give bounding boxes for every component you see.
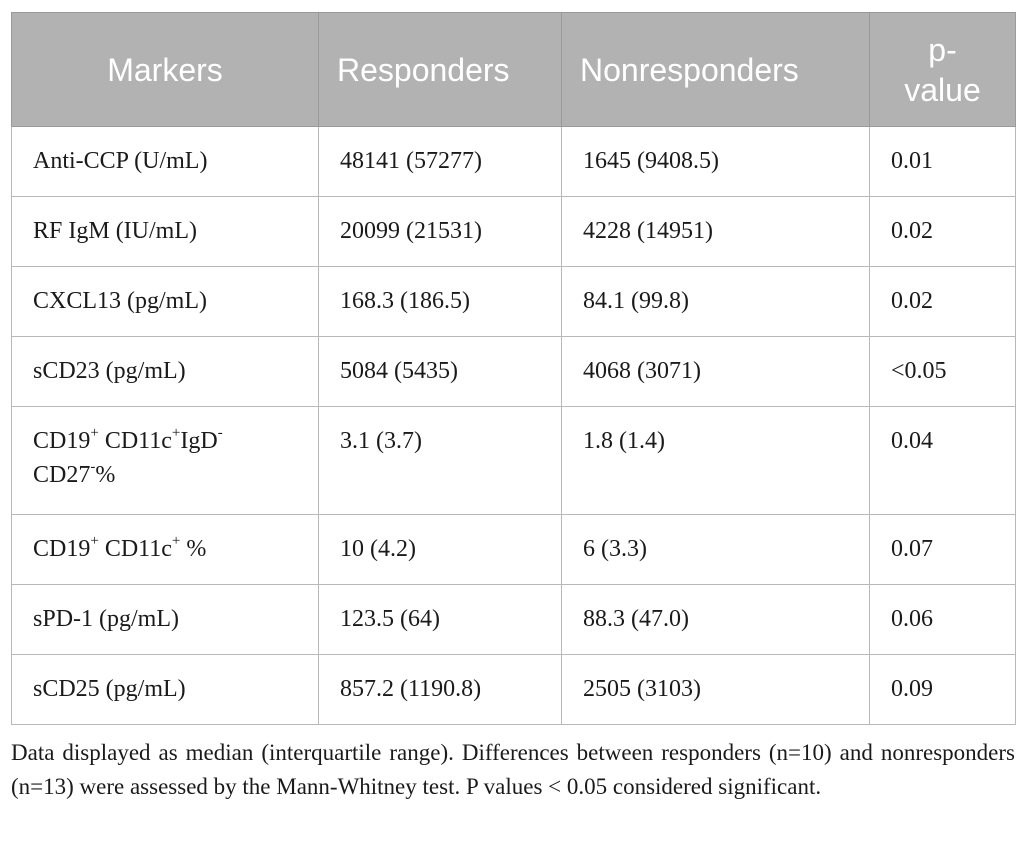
nonresponders-cell: 84.1 (99.8) [561,266,870,337]
marker-cell: sCD23 (pg/mL) [11,336,319,407]
superscript: - [90,459,96,475]
p-value-cell: 0.09 [869,654,1016,725]
responders-cell: 857.2 (1190.8) [318,654,562,725]
responders-cell: 168.3 (186.5) [318,266,562,337]
marker-cell: CXCL13 (pg/mL) [11,266,319,337]
marker-text: CD11c [98,536,172,562]
header-p-value-line2: value [904,71,981,108]
marker-text: CD19 [33,428,91,454]
responders-cell: 3.1 (3.7) [318,406,562,515]
table-row: CD19+ CD11c+ % 10 (4.2) 6 (3.3) 0.07 [11,514,1016,585]
table-row: sPD-1 (pg/mL) 123.5 (64) 88.3 (47.0) 0.0… [11,584,1016,655]
superscript: + [90,425,99,441]
responders-cell: 10 (4.2) [318,514,562,585]
p-value-cell: 0.07 [869,514,1016,585]
nonresponders-cell: 1645 (9408.5) [561,126,870,197]
superscript: + [171,425,181,441]
header-row: Markers Responders Nonresponders p-value [11,12,1016,127]
p-value-cell: 0.02 [869,266,1016,337]
marker-text: % [95,462,116,488]
marker-comparison-table: Markers Responders Nonresponders p-value… [11,12,1016,725]
table-row: Anti-CCP (U/mL) 48141 (57277) 1645 (9408… [11,126,1016,197]
marker-cell: RF IgM (IU/mL) [11,196,319,267]
responders-cell: 5084 (5435) [318,336,562,407]
nonresponders-cell: 1.8 (1.4) [561,406,870,515]
table-row: CXCL13 (pg/mL) 168.3 (186.5) 84.1 (99.8)… [11,266,1016,337]
table-footnote: Data displayed as median (interquartile … [11,740,1015,799]
nonresponders-cell: 4068 (3071) [561,336,870,407]
marker-cell: sPD-1 (pg/mL) [11,584,319,655]
table-body: Anti-CCP (U/mL) 48141 (57277) 1645 (9408… [11,126,1016,725]
nonresponders-cell: 6 (3.3) [561,514,870,585]
responders-cell: 20099 (21531) [318,196,562,267]
marker-cell: CD19+ CD11c+ % [11,514,319,585]
responders-cell: 48141 (57277) [318,126,562,197]
marker-text: CD11c [98,428,172,454]
table-row: sCD25 (pg/mL) 857.2 (1190.8) 2505 (3103)… [11,654,1016,725]
results-table-container: Markers Responders Nonresponders p-value… [11,12,1016,725]
marker-cell: sCD25 (pg/mL) [11,654,319,725]
p-value-cell: 0.04 [869,406,1016,515]
p-value-cell: 0.06 [869,584,1016,655]
table-row: sCD23 (pg/mL) 5084 (5435) 4068 (3071) <0… [11,336,1016,407]
header-markers: Markers [11,12,319,127]
table-row: CD19+ CD11c+IgD- CD27-% 3.1 (3.7) 1.8 (1.… [11,406,1016,515]
header-responders: Responders [318,12,562,127]
header-p-value: p-value [869,12,1016,127]
marker-text: IgD [180,428,218,454]
nonresponders-cell: 88.3 (47.0) [561,584,870,655]
superscript: - [217,425,223,441]
superscript: + [90,533,99,549]
p-value-cell: 0.02 [869,196,1016,267]
marker-text: CD27 [33,462,91,488]
header-nonresponders: Nonresponders [561,12,870,127]
responders-cell: 123.5 (64) [318,584,562,655]
table-row: RF IgM (IU/mL) 20099 (21531) 4228 (14951… [11,196,1016,267]
marker-cell: CD19+ CD11c+IgD- CD27-% [11,406,319,515]
p-value-cell: <0.05 [869,336,1016,407]
marker-text: % [180,536,207,562]
header-p-value-line1: p- [928,31,957,68]
table-header: Markers Responders Nonresponders p-value [11,12,1016,127]
nonresponders-cell: 2505 (3103) [561,654,870,725]
superscript: + [171,533,181,549]
nonresponders-cell: 4228 (14951) [561,196,870,267]
marker-cell: Anti-CCP (U/mL) [11,126,319,197]
marker-text: CD19 [33,536,91,562]
p-value-cell: 0.01 [869,126,1016,197]
